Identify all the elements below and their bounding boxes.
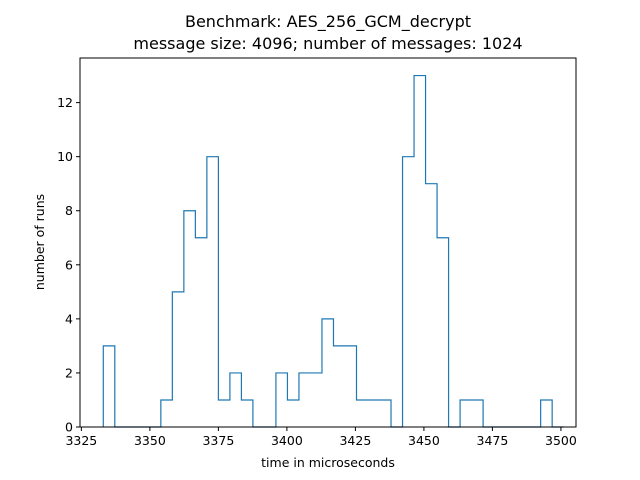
y-tick-label: 4 <box>65 311 73 326</box>
histogram-bin <box>472 400 484 427</box>
x-tick-label: 3475 <box>477 433 509 448</box>
histogram-bin <box>172 292 184 427</box>
histogram-bin <box>230 373 242 427</box>
histogram-bin <box>380 400 392 427</box>
histogram-bin <box>403 157 415 427</box>
histogram-bin <box>345 346 357 427</box>
histogram-bin <box>357 400 369 427</box>
y-tick-label: 8 <box>65 203 73 218</box>
histogram-bin <box>426 184 438 427</box>
chart-subtitle: message size: 4096; number of messages: … <box>133 34 522 53</box>
y-tick-label: 12 <box>57 95 73 110</box>
histogram-bin <box>218 400 230 427</box>
plot-frame <box>79 57 577 428</box>
x-tick-label: 3425 <box>339 433 371 448</box>
histogram-bin <box>276 373 288 427</box>
histogram-bin <box>184 211 196 427</box>
histogram-bin <box>241 400 253 427</box>
y-axis: 0 2 4 6 8 10 12 <box>57 95 80 435</box>
x-tick-label: 3350 <box>134 433 166 448</box>
histogram-bin <box>207 157 219 427</box>
x-axis: 3325 3350 3375 3400 3425 3450 3475 3500 <box>65 427 577 448</box>
histogram-bin <box>310 373 322 427</box>
histogram-series <box>102 74 564 428</box>
histogram-bin <box>368 400 380 427</box>
x-tick-label: 3500 <box>545 433 577 448</box>
y-tick-label: 0 <box>65 420 73 435</box>
x-tick-label: 3375 <box>202 433 234 448</box>
y-axis-label: number of runs <box>32 194 47 290</box>
histogram-bin <box>460 400 472 427</box>
histogram-bin <box>322 319 334 427</box>
histogram-bin <box>541 400 553 427</box>
histogram-bin <box>103 346 115 427</box>
histogram-bin <box>195 238 207 427</box>
histogram-bin <box>299 373 311 427</box>
y-tick-label: 6 <box>65 257 73 272</box>
y-tick-label: 10 <box>57 149 73 164</box>
chart-title: Benchmark: AES_256_GCM_decrypt <box>185 12 471 32</box>
histogram-bin <box>414 76 426 427</box>
x-axis-label: time in microseconds <box>261 455 395 470</box>
histogram-bin <box>287 400 299 427</box>
histogram-step-layer <box>102 74 564 428</box>
y-tick-label: 2 <box>65 365 73 380</box>
x-tick-label: 3325 <box>65 433 97 448</box>
histogram-bin <box>161 400 173 427</box>
histogram-bin <box>437 238 449 427</box>
x-tick-label: 3400 <box>271 433 303 448</box>
x-tick-label: 3450 <box>408 433 440 448</box>
histogram-bin <box>333 346 345 427</box>
